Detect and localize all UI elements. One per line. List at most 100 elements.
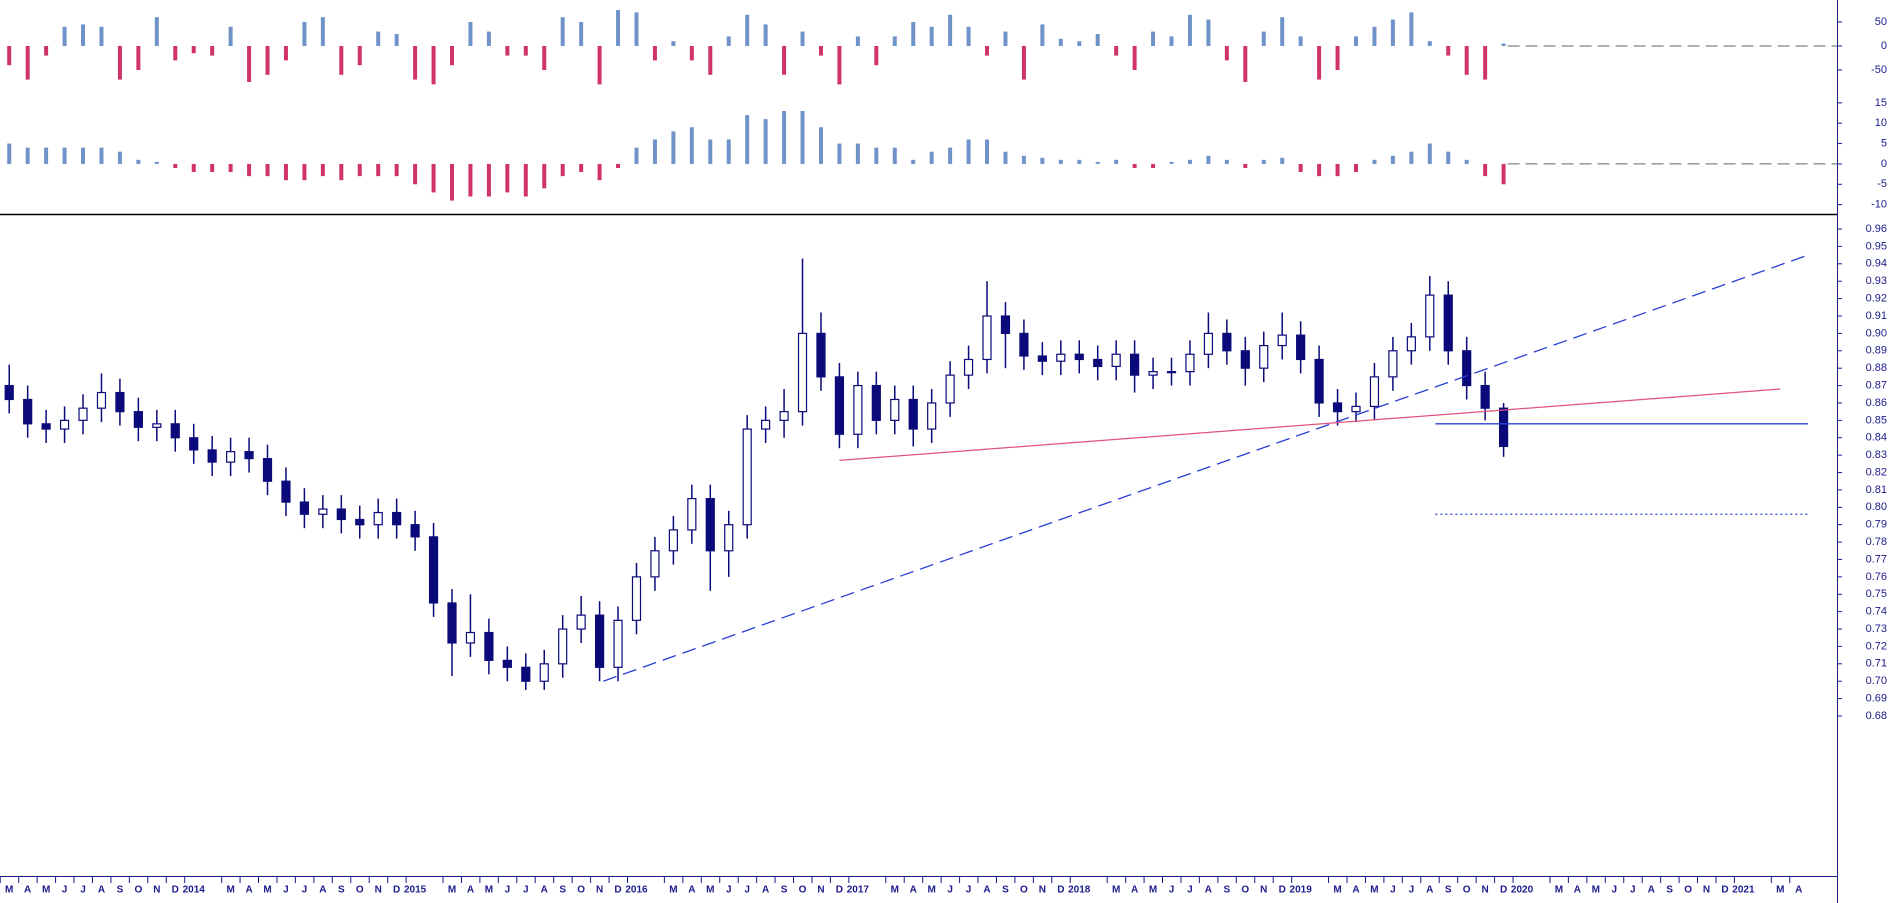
x-tick-label: D: [1500, 885, 1507, 896]
histogram-bar: [81, 24, 86, 46]
y-tick-label: 0.73: [1866, 623, 1887, 635]
candle-body: [447, 602, 457, 644]
candle-body: [226, 451, 236, 463]
histogram-bar: [597, 45, 602, 85]
histogram-bar: [745, 14, 750, 46]
candle-body: [355, 518, 365, 526]
candle-body: [1462, 350, 1472, 387]
candle-body: [152, 423, 162, 428]
histogram-bar: [62, 147, 67, 164]
histogram-bar: [542, 45, 547, 70]
candle-body: [4, 384, 14, 401]
x-tick-label: N: [1039, 885, 1046, 896]
y-tick-label: 0.77: [1866, 553, 1887, 565]
histogram-bar: [1187, 14, 1192, 46]
x-tick-label: J: [1612, 885, 1618, 896]
histogram-bar: [25, 45, 30, 80]
histogram-bar: [191, 45, 196, 54]
candle-body: [1056, 353, 1066, 362]
histogram-bar: [837, 143, 842, 164]
histogram-bar: [597, 163, 602, 181]
x-tick-label: J: [1409, 885, 1415, 896]
histogram-bar: [671, 41, 676, 46]
histogram-bar: [1335, 45, 1340, 70]
candle-body: [613, 619, 623, 668]
histogram-bar: [1501, 43, 1506, 46]
histogram-bar: [7, 45, 12, 66]
candle-body: [96, 391, 107, 409]
candle-body: [299, 501, 310, 515]
x-tick-label: D: [836, 885, 843, 896]
histogram-bar: [339, 163, 344, 181]
histogram-bar: [1298, 163, 1303, 173]
x-tick-label: D: [393, 885, 400, 896]
x-tick-label: D: [1057, 885, 1064, 896]
y-tick-label: 0: [1881, 158, 1887, 170]
histogram-bar: [302, 21, 307, 46]
x-tick-label: O: [577, 885, 585, 896]
y-tick-label: 0.88: [1866, 362, 1887, 374]
candle-body: [392, 511, 402, 526]
histogram-bar: [1427, 41, 1432, 46]
histogram-bar: [726, 139, 731, 164]
x-tick-label: J: [302, 885, 308, 896]
y-tick-label: 0.93: [1866, 275, 1887, 287]
candle-body: [1406, 336, 1416, 352]
histogram-bar: [560, 17, 565, 46]
x-tick-label: D: [614, 885, 621, 896]
candle-body: [871, 384, 881, 421]
x-tick-label: J: [744, 885, 750, 896]
candle-body: [170, 423, 180, 439]
histogram-bar: [117, 45, 122, 80]
histogram-bar: [302, 163, 307, 181]
candle-body: [1277, 334, 1287, 347]
candle-body: [59, 419, 70, 430]
candle-body: [281, 480, 291, 503]
histogram-bar: [1224, 159, 1229, 164]
histogram-bar: [486, 31, 491, 46]
histogram-bar: [1446, 151, 1451, 164]
y-tick-label: 15: [1875, 97, 1887, 109]
candle-body: [908, 398, 918, 430]
x-tick-label: A: [762, 885, 769, 896]
histogram-bar: [357, 163, 362, 177]
y-tick-label: -10: [1871, 199, 1887, 211]
y-tick-label: 0.74: [1866, 606, 1887, 618]
histogram-bar: [616, 163, 621, 168]
histogram-bar: [1261, 31, 1266, 46]
x-tick-label: J: [62, 885, 68, 896]
histogram-bar: [154, 161, 159, 164]
candle-body: [1332, 402, 1343, 413]
histogram-bar: [911, 159, 916, 164]
x-tick-label: A: [983, 885, 990, 896]
x-tick-label: N: [1703, 885, 1710, 896]
histogram-bar: [1464, 159, 1469, 164]
histogram-bar: [689, 45, 694, 61]
y-tick-label: 0.75: [1866, 588, 1887, 600]
x-tick-label: A: [24, 885, 31, 896]
y-tick-label: 0.71: [1866, 658, 1887, 670]
candle-body: [963, 358, 974, 376]
x-tick-label: A: [1131, 885, 1138, 896]
trend-line: [839, 388, 1781, 461]
histogram-bar: [99, 147, 104, 164]
x-tick-label: J: [505, 885, 511, 896]
histogram-bar: [1021, 155, 1026, 164]
x-tick-label: J: [1630, 885, 1636, 896]
x-tick-label: M: [1370, 885, 1378, 896]
candle-body: [1314, 358, 1324, 404]
histogram-bar: [283, 45, 288, 61]
candle-body: [982, 315, 992, 361]
x-tick-label: A: [541, 885, 548, 896]
candle-body: [1425, 294, 1435, 338]
histogram-bar: [652, 139, 657, 164]
candle-body: [207, 449, 217, 463]
x-tick-label: J: [1187, 885, 1193, 896]
histogram-bar: [985, 45, 990, 56]
x-tick-label: A: [1426, 885, 1433, 896]
histogram-bar: [1372, 159, 1377, 164]
candle-body: [1148, 371, 1158, 376]
histogram-bar: [1151, 163, 1156, 168]
histogram-bar: [1114, 45, 1119, 56]
